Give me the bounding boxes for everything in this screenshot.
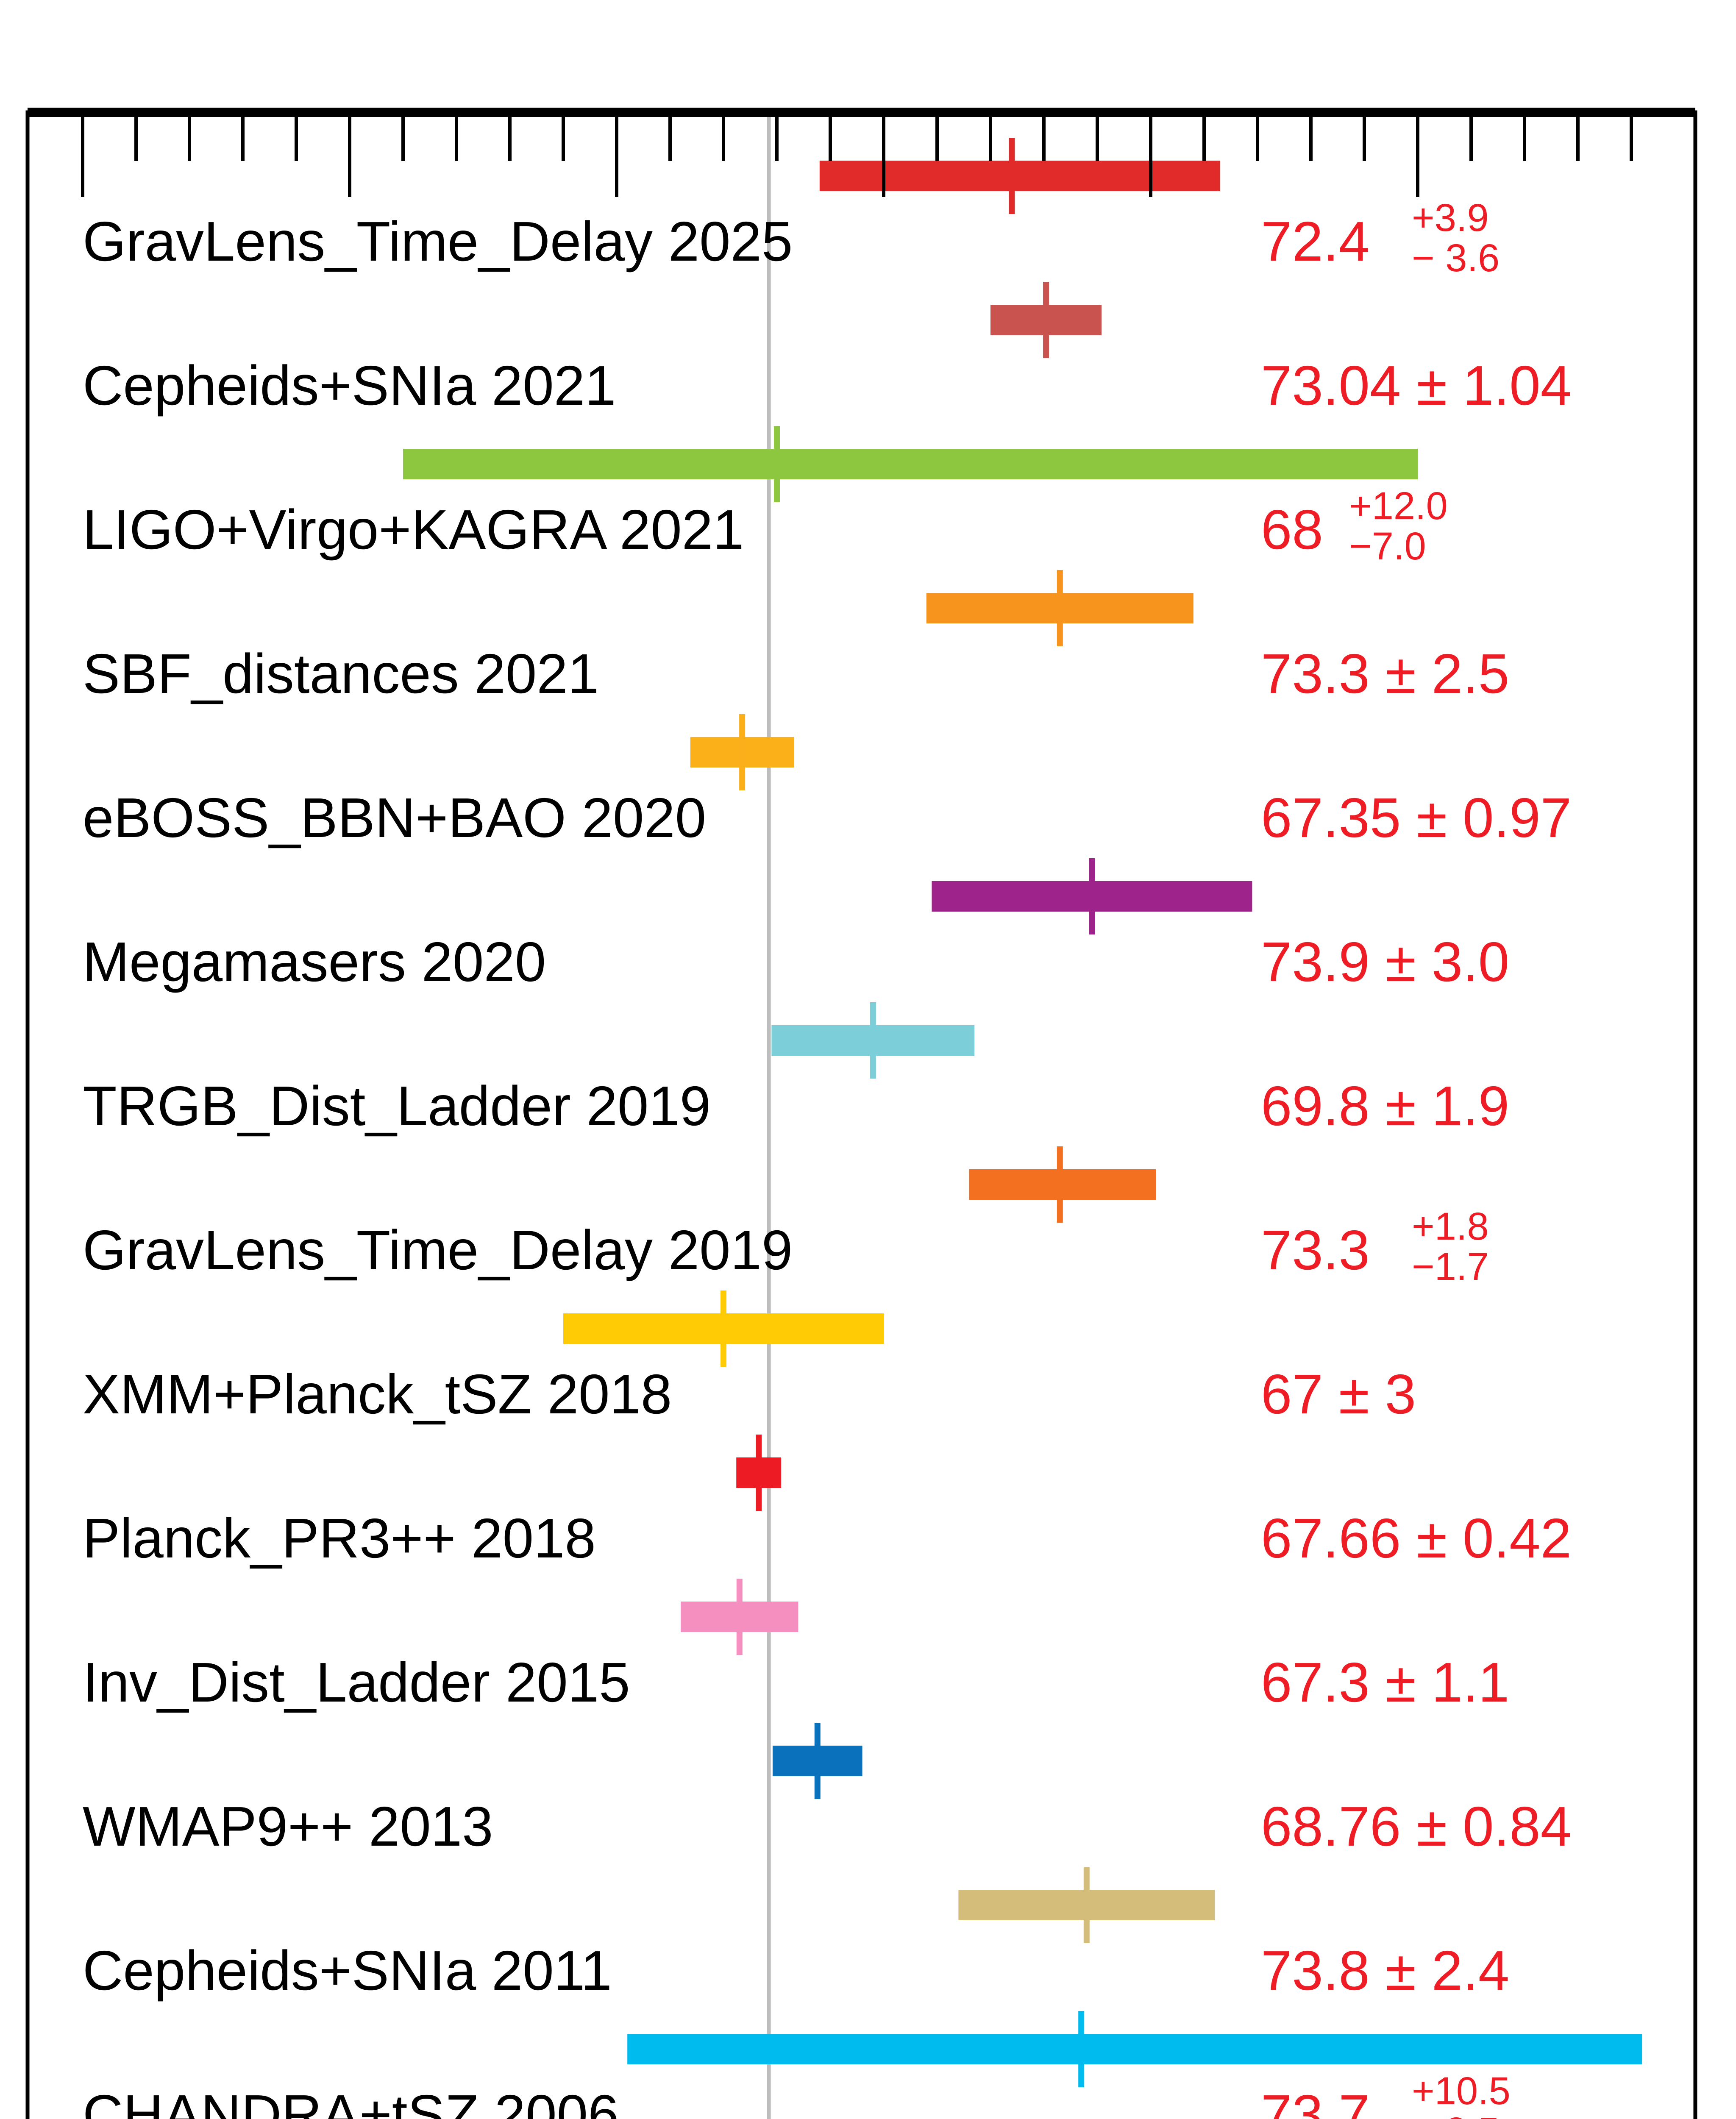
row-label: Inv_Dist_Ladder 2015 bbox=[83, 1651, 630, 1713]
row-label: Planck_PR3++ 2018 bbox=[83, 1507, 596, 1569]
row-label: WMAP9++ 2013 bbox=[83, 1795, 493, 1858]
value-label: 73.3 ± 2.5 bbox=[1261, 642, 1509, 705]
error-bar bbox=[627, 2034, 1642, 2064]
plus-error-label: +10.5 bbox=[1412, 2069, 1511, 2113]
minus-error-label: −1.7 bbox=[1412, 1245, 1489, 1288]
row-label: GravLens_Time_Delay 2019 bbox=[83, 1219, 793, 1281]
row-label: CHANDRA+tSZ 2006 bbox=[83, 2083, 619, 2119]
row-label: GravLens_Time_Delay 2025 bbox=[83, 210, 793, 273]
minus-error-label: −7.0 bbox=[1349, 525, 1426, 568]
row-label: TRGB_Dist_Ladder 2019 bbox=[83, 1075, 711, 1137]
minus-error-label: − 3.6 bbox=[1412, 236, 1500, 280]
value-label: 69.8 ± 1.9 bbox=[1261, 1075, 1509, 1137]
row-label: Cepheids+SNIa 2011 bbox=[83, 1939, 612, 2002]
row-label: LIGO+Virgo+KAGRA 2021 bbox=[83, 498, 744, 561]
value-label: 68 bbox=[1261, 498, 1323, 561]
row-labels-group: GravLens_Time_Delay 2025 72.4 +3.9− 3.6 Cep… bbox=[83, 196, 1572, 2119]
error-bar bbox=[403, 449, 1418, 479]
x-axis-ticks: 55606570758085 bbox=[81, 112, 1633, 197]
error-bar bbox=[819, 161, 1220, 191]
value-label: 67.35 ± 0.97 bbox=[1261, 787, 1572, 849]
value-label: 73.04 ± 1.04 bbox=[1261, 354, 1572, 417]
plus-error-label: +12.0 bbox=[1349, 484, 1448, 528]
minus-error-label: − 8.5 bbox=[1412, 2110, 1500, 2119]
value-label: 67.3 ± 1.1 bbox=[1261, 1651, 1509, 1713]
value-label: 67.66 ± 0.42 bbox=[1261, 1507, 1572, 1569]
bars-group bbox=[403, 138, 1642, 2087]
row-label: Cepheids+SNIa 2021 bbox=[83, 354, 616, 417]
value-label: 73.7 bbox=[1261, 2083, 1370, 2119]
row-label: Megamasers 2020 bbox=[83, 931, 546, 993]
value-label: 73.8 ± 2.4 bbox=[1261, 1939, 1509, 2002]
plus-error-label: +3.9 bbox=[1412, 196, 1489, 239]
value-label: 68.76 ± 0.84 bbox=[1261, 1795, 1572, 1858]
row-label: eBOSS_BBN+BAO 2020 bbox=[83, 787, 706, 849]
value-label: 73.9 ± 3.0 bbox=[1261, 931, 1509, 993]
row-label: SBF_distances 2021 bbox=[83, 642, 599, 705]
value-label: 72.4 bbox=[1261, 210, 1370, 273]
value-label: 67 ± 3 bbox=[1261, 1363, 1416, 1425]
plus-error-label: +1.8 bbox=[1412, 1205, 1489, 1248]
row-label: XMM+Planck_tSZ 2018 bbox=[83, 1363, 672, 1425]
value-label: 73.3 bbox=[1261, 1219, 1370, 1281]
